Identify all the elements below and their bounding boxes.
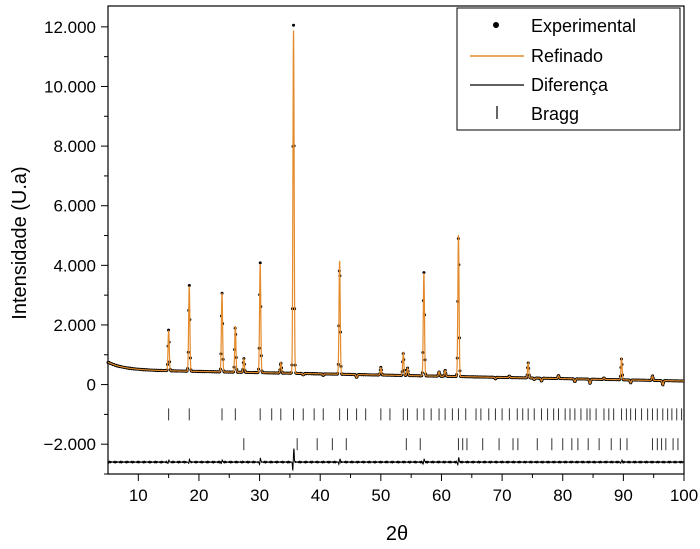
legend-label-bragg: Bragg	[531, 104, 579, 124]
experimental-point	[187, 283, 191, 287]
legend-symbol-experimental	[493, 22, 499, 28]
y-tick-label: 2.000	[53, 316, 96, 335]
x-tick-label: 90	[614, 486, 633, 505]
difference-curve	[107, 448, 685, 472]
x-tick-label: 70	[493, 486, 512, 505]
legend-label-experimental: Experimental	[531, 16, 636, 36]
y-tick-label: 10.000	[44, 77, 96, 96]
y-axis-title: Intensidade (U.a)	[9, 166, 31, 319]
x-tick-label: 60	[432, 486, 451, 505]
experimental-point	[258, 261, 262, 265]
experimental-point	[422, 271, 426, 275]
x-tick-label: 40	[311, 486, 330, 505]
axes: 10 20 30 40 50 60 70 80 90 100 −2.000 0 2.000 4.000 6.…	[44, 5, 698, 505]
legend-box	[456, 7, 681, 131]
plot-frame	[107, 5, 685, 475]
x-tick-label: 100	[670, 486, 698, 505]
y-tick-label: 8.000	[53, 137, 96, 156]
y-tick-label: 6.000	[53, 197, 96, 216]
refinado-curve	[107, 30, 685, 386]
experimental-point	[167, 328, 171, 332]
legend-label-refinado: Refinado	[531, 46, 603, 66]
x-tick-label: 30	[250, 486, 269, 505]
x-tick-label: 10	[129, 486, 148, 505]
x-tick-label: 80	[553, 486, 572, 505]
legend: Experimental Refinado Diferença Bragg	[456, 7, 681, 131]
y-tick-label: −2.000	[44, 435, 96, 454]
experimental-point	[292, 23, 296, 27]
x-tick-label: 20	[189, 486, 208, 505]
y-tick-label: 4.000	[53, 256, 96, 275]
y-tick-label: 12.000	[44, 18, 96, 37]
x-tick-label: 50	[371, 486, 390, 505]
legend-label-diferenca: Diferença	[531, 75, 609, 95]
x-axis-title: 2θ	[386, 523, 408, 545]
y-tick-label: 0	[87, 376, 96, 395]
data-layer	[106, 23, 685, 472]
